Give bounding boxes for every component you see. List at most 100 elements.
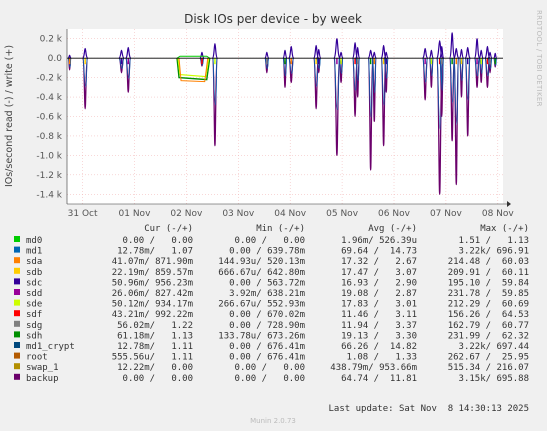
spike-write-line: [487, 51, 493, 59]
legend-name: backup: [26, 374, 59, 384]
io-spike: [428, 49, 435, 88]
spike-md1-line: [493, 58, 497, 66]
legend-cur-value: 12.78m/ 1.11: [117, 342, 193, 352]
x-tick-label: 02 Nov: [170, 209, 203, 219]
legend-min-value: 0.00 / 0.00: [235, 374, 305, 384]
spike-md1-line: [454, 58, 459, 125]
legend-max-value: 162.79 / 60.77: [448, 321, 529, 331]
io-spike: [473, 38, 481, 88]
legend-max-value: 214.48 / 60.03: [448, 257, 529, 267]
spike-write-line: [453, 47, 460, 59]
x-tick-label: 01 Nov: [119, 209, 152, 219]
legend-max-value: 195.10 / 59.84: [448, 278, 529, 288]
legend-avg-value: 16.93 / 2.90: [341, 278, 417, 288]
x-tick-label: 07 Nov: [430, 209, 463, 219]
legend-avg-value: 19.13 / 3.30: [341, 331, 417, 341]
legend-swatch: [14, 246, 20, 253]
io-spike: [439, 45, 445, 118]
legend-row: sdf 43.21m/ 992.22m 0.00 / 670.02m 11.46 / …: [14, 310, 529, 320]
spike-md1-line: [422, 58, 428, 83]
legend-swatch: [14, 352, 20, 359]
legend-cur-value: 50.96m/ 956.23m: [112, 278, 193, 288]
spike-md1-line: [339, 58, 343, 74]
legend-cur-value: 555.56u/ 1.11: [112, 353, 193, 363]
legend-cur-value: 50.12m/ 934.17m: [112, 300, 193, 310]
legend-cur-value: 12.78m/ 1.07: [117, 247, 193, 257]
io-spike: [125, 46, 132, 93]
legend-cur-value: 56.02m/ 1.22: [117, 321, 193, 331]
legend-name: md0: [26, 236, 42, 246]
legend-avg-value: 11.94 / 3.37: [341, 321, 417, 331]
legend-cur-value: 0.00 / 0.00: [123, 374, 193, 384]
legend-name: sde: [26, 300, 42, 310]
legend-name: sdd: [26, 289, 42, 299]
spike-write-line: [383, 51, 389, 59]
legend-max-value: 3.15k/ 695.88: [459, 374, 529, 384]
legend-header-min: Min (-/+): [256, 224, 305, 234]
spike-md1-line: [316, 58, 321, 69]
legend-row: sde 50.12m/ 934.17m 266.67u/ 552.93m 17.83 …: [14, 299, 529, 310]
spike-md1-line: [479, 58, 484, 74]
y-tick-label: -1.0 k: [36, 151, 62, 161]
legend-cur-value: 43.21m/ 992.22m: [112, 310, 193, 320]
io-spike: [421, 47, 429, 101]
legend-cur-value: 61.18m/ 1.13: [117, 331, 193, 341]
legend: Cur (-/+) Min (-/+) Avg (-/+) Max (-/+) …: [14, 224, 529, 384]
legend-swatch: [14, 363, 20, 370]
legend-swatch: [14, 299, 20, 306]
legend-name: md1: [26, 247, 42, 257]
x-tick-label: 03 Nov: [222, 209, 255, 219]
legend-avg-value: 1.96m/ 526.39u: [341, 236, 417, 246]
spike-write-line: [422, 47, 429, 59]
legend-name: md1_crypt: [26, 342, 75, 352]
spike-md1-line: [439, 58, 444, 91]
series-lines: [67, 32, 498, 195]
spike-md1-line: [449, 58, 455, 103]
legend-min-value: 144.93u/ 520.13m: [218, 257, 305, 267]
legend-avg-value: 17.83 / 3.01: [341, 300, 417, 310]
legend-min-value: 0.00 / 0.00: [235, 236, 305, 246]
legend-min-value: 133.78u/ 673.26m: [218, 331, 305, 341]
legend-row: md1 12.78m/ 1.07 0.00 / 639.78m 69.64 / 14.…: [14, 246, 529, 257]
io-spike: [458, 48, 465, 98]
spike-write-line: [118, 49, 125, 59]
legend-max-value: 231.99 / 62.32: [448, 331, 529, 341]
spike-write-line: [464, 46, 471, 59]
legend-min-value: 0.00 / 676.41m: [229, 353, 305, 363]
spike-write-line: [82, 47, 89, 59]
legend-swatch: [14, 236, 20, 242]
spike-write-line: [211, 42, 219, 59]
legend-row: swap_1 12.22m/ 0.00 0.00 / 0.00 438.79m/ 95…: [14, 363, 529, 373]
spike-md1-line: [82, 58, 88, 87]
x-axis-ticks: 31 Oct 01 Nov 02 Nov 03 Nov 04 Nov 05 Nov 06 N…: [68, 209, 515, 219]
spike-write-line: [264, 51, 270, 59]
spike-md1-line: [355, 58, 360, 82]
plateau-write-line: [176, 55, 211, 59]
legend-max-value: 1.51 / 1.13: [459, 236, 529, 246]
legend-swatch: [14, 342, 20, 348]
x-axis-arrow: [507, 201, 511, 207]
legend-min-value: 0.00 / 670.02m: [229, 310, 305, 320]
legend-header-cur: Cur (-/+): [144, 224, 193, 234]
legend-swatch: [14, 257, 20, 264]
legend-swatch: [14, 278, 20, 285]
legend-header-max: Max (-/+): [480, 224, 529, 234]
io-spike: [464, 46, 471, 137]
legend-row: sdd 26.06m/ 827.42m 3.92m/ 638.21m 19.08 / …: [14, 289, 529, 299]
io-spike: [453, 47, 460, 186]
legend-cur-value: 26.06m/ 827.42m: [112, 289, 193, 299]
spike-md1-line: [264, 58, 269, 69]
spike-md1-line: [459, 58, 464, 82]
spike-write-line: [354, 46, 361, 59]
spike-md1-line: [429, 58, 434, 77]
legend-min-value: 0.00 / 563.72m: [229, 278, 305, 288]
spike-write-line: [67, 54, 72, 59]
y-axis-ticks: 0.2 k 0.0 -0.2 k -0.4 k -0.6 k -0.8 k -1.0 k -1…: [36, 35, 62, 201]
spike-write-line: [125, 46, 132, 59]
legend-name: sdf: [26, 310, 42, 320]
legend-avg-value: 17.47 / 3.07: [341, 268, 417, 278]
spike-md1-line: [474, 58, 480, 77]
spike-write-line: [371, 51, 377, 59]
io-spike: [287, 45, 295, 84]
